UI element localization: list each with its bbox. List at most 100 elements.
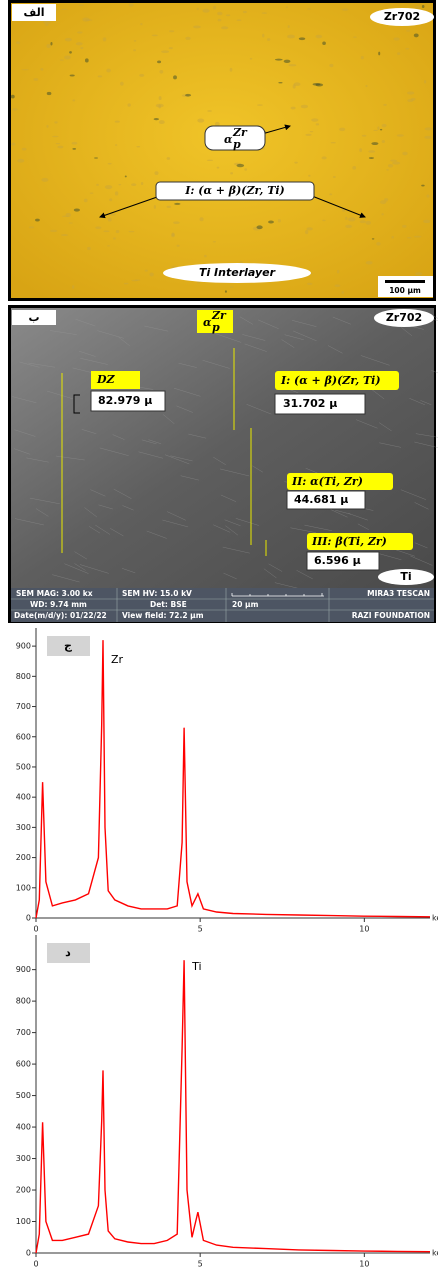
grain — [342, 8, 349, 10]
y-tick-label: 900 — [16, 965, 31, 974]
grain — [307, 283, 313, 285]
info-text: MIRA3 TESCAN — [367, 589, 430, 598]
y-tick-label: 100 — [16, 1217, 31, 1226]
grain — [427, 194, 430, 197]
grain — [359, 148, 362, 152]
grain — [257, 104, 263, 105]
grain — [345, 225, 352, 228]
phase-label: I: (α + β)(Zr, Ti) — [184, 184, 285, 197]
y-tick-label: 600 — [16, 1060, 31, 1069]
grain — [286, 6, 288, 8]
y-tick-label: 200 — [16, 853, 31, 862]
grain — [85, 58, 89, 62]
grain — [390, 160, 397, 162]
grain — [322, 41, 326, 44]
grain — [61, 234, 68, 236]
spectra: 01002003004005006007008009000510keجZr010… — [16, 628, 438, 1269]
grain — [94, 157, 98, 158]
grain — [57, 146, 63, 149]
grain — [72, 285, 74, 289]
grain — [380, 200, 386, 204]
grain — [90, 192, 94, 194]
grain — [377, 126, 379, 130]
phase-sup: Zr — [211, 309, 227, 322]
zone-label: II: α(Ti, Zr) — [291, 475, 363, 488]
scale-label: 100 µm — [389, 286, 421, 295]
grain — [21, 69, 28, 70]
grain — [29, 226, 34, 228]
x-tick-label: 5 — [198, 1260, 203, 1269]
grain — [278, 219, 281, 222]
grain — [322, 220, 325, 222]
grain — [154, 205, 156, 209]
grain — [217, 12, 222, 15]
grain — [60, 59, 64, 60]
grain — [386, 169, 389, 171]
grain — [341, 291, 344, 294]
grain — [150, 273, 154, 277]
grain — [221, 26, 228, 29]
grain — [430, 8, 432, 10]
grain — [154, 118, 159, 120]
grain — [12, 108, 18, 111]
grain — [185, 37, 190, 40]
grain — [17, 159, 24, 163]
grain — [46, 125, 48, 128]
grain — [360, 220, 366, 223]
grain — [243, 11, 247, 13]
grain — [131, 183, 136, 186]
grain — [113, 237, 116, 239]
grain — [207, 160, 213, 161]
grain — [376, 242, 380, 246]
grain — [322, 156, 327, 159]
grain — [305, 134, 311, 136]
grain — [202, 9, 209, 13]
grain — [197, 118, 204, 122]
grain — [46, 44, 50, 48]
grain — [167, 206, 172, 208]
grain — [173, 221, 180, 224]
y-tick-label: 800 — [16, 672, 31, 681]
grain — [407, 91, 414, 94]
grain — [129, 3, 134, 6]
y-tick-label: 800 — [16, 997, 31, 1006]
grain — [140, 23, 142, 25]
y-tick-label: 500 — [16, 1091, 31, 1100]
grain — [213, 6, 216, 10]
grain — [197, 8, 199, 10]
grain — [261, 12, 267, 14]
info-text: 20 µm — [232, 600, 259, 609]
x-tick-label: 0 — [33, 925, 38, 934]
grain — [152, 35, 158, 37]
grain — [66, 213, 72, 217]
grain — [45, 24, 48, 26]
grain — [145, 270, 148, 272]
grain — [107, 245, 110, 246]
info-text: Det: BSE — [150, 600, 187, 609]
grain — [77, 31, 83, 33]
grain — [72, 142, 78, 145]
grain — [368, 150, 375, 152]
grain — [217, 167, 220, 169]
grain — [230, 68, 233, 72]
grain — [331, 142, 336, 143]
grain — [366, 221, 371, 225]
grain — [425, 127, 433, 130]
interlayer-label: Ti — [400, 570, 411, 583]
grain — [345, 217, 347, 220]
grain — [380, 129, 382, 131]
grain — [388, 164, 393, 167]
y-tick-label: 400 — [16, 1123, 31, 1132]
x-tick-label: 5 — [198, 925, 203, 934]
grain — [193, 25, 201, 28]
grain — [301, 105, 308, 108]
grain — [74, 208, 80, 211]
grain — [56, 143, 60, 144]
grain — [157, 60, 161, 63]
grain — [329, 193, 332, 195]
grain — [402, 225, 406, 228]
x-tick-label: 0 — [33, 1260, 38, 1269]
grain — [415, 6, 420, 9]
grain — [40, 68, 43, 71]
grain — [381, 213, 383, 215]
